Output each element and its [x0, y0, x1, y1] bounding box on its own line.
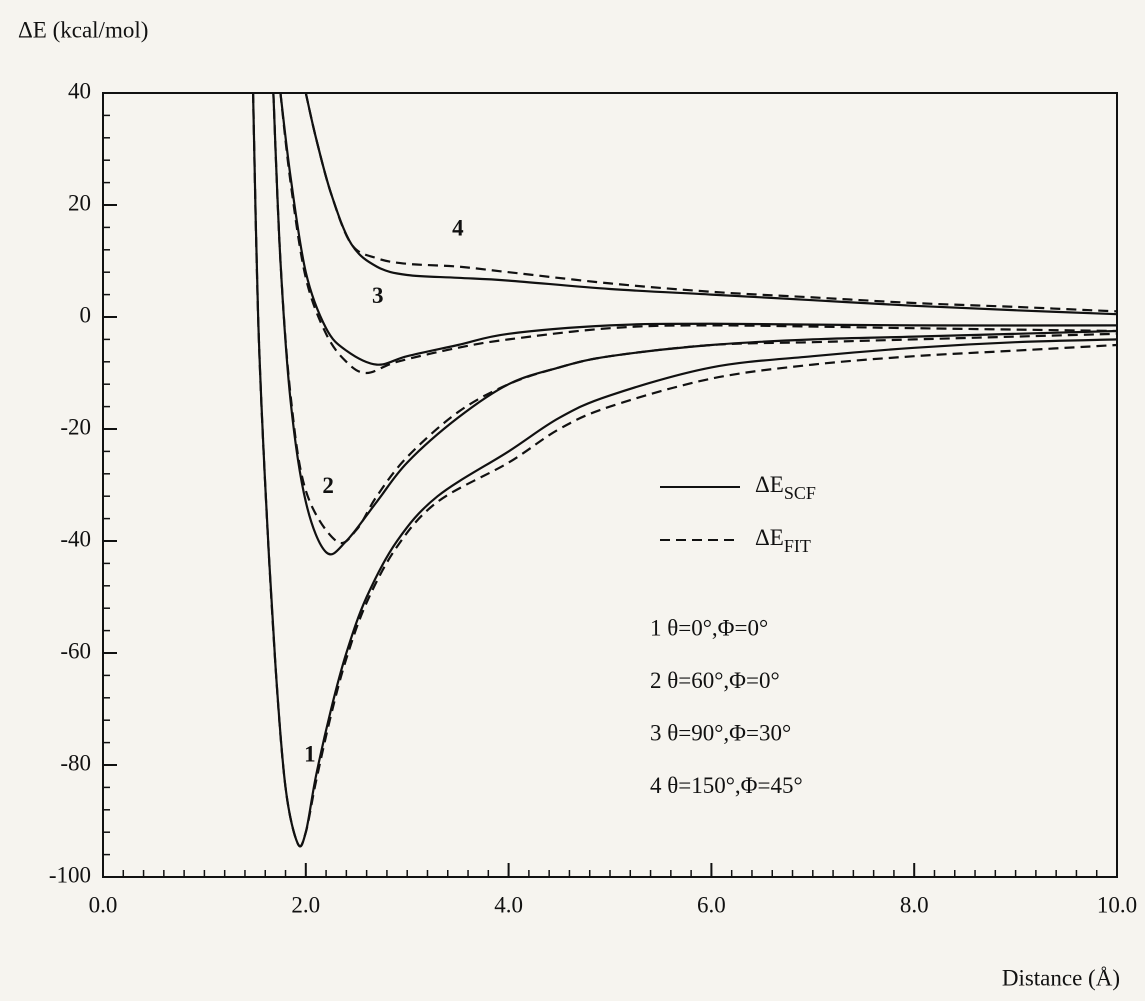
legend-sub: FIT: [784, 536, 811, 556]
y-tick-label: -40: [60, 526, 91, 551]
curve: [304, 93, 1117, 313]
y-tick-label: 40: [68, 78, 91, 103]
curve-number: 1: [304, 741, 316, 766]
y-tick-label: 0: [80, 302, 92, 327]
x-tick-label: 0.0: [89, 892, 118, 917]
y-axis-label: ΔE (kcal/mol): [18, 17, 148, 42]
x-tick-label: 2.0: [291, 892, 320, 917]
x-tick-label: 8.0: [900, 892, 929, 917]
legend-label: ΔEFIT: [755, 525, 811, 556]
y-tick-label: -20: [60, 414, 91, 439]
curve: [279, 93, 1117, 366]
x-tick-label: 10.0: [1097, 892, 1137, 917]
condition-label: 3 θ=90°,Φ=30°: [650, 720, 791, 745]
curve-number: 4: [452, 215, 464, 240]
curve-number: 3: [372, 283, 384, 308]
condition-label: 2 θ=60°,Φ=0°: [650, 668, 780, 693]
y-tick-label: -60: [60, 638, 91, 663]
x-tick-label: 4.0: [494, 892, 523, 917]
legend-sub: SCF: [784, 483, 816, 503]
plot-area: [251, 93, 1117, 848]
curve-number: 2: [322, 473, 334, 498]
y-tick-label: -80: [60, 750, 91, 775]
curve: [272, 93, 1117, 545]
condition-label: 1 θ=0°,Φ=0°: [650, 615, 768, 640]
curve: [251, 93, 1117, 848]
curve: [279, 93, 1117, 375]
y-tick-label: -100: [49, 862, 91, 887]
legend-label: ΔESCF: [755, 472, 816, 503]
y-tick-label: 20: [68, 190, 91, 215]
x-tick-label: 6.0: [697, 892, 726, 917]
condition-label: 4 θ=150°,Φ=45°: [650, 773, 803, 798]
x-axis-label: Distance (Å): [1002, 965, 1120, 990]
legend-main: ΔE: [755, 472, 784, 497]
legend-main: ΔE: [755, 525, 784, 550]
